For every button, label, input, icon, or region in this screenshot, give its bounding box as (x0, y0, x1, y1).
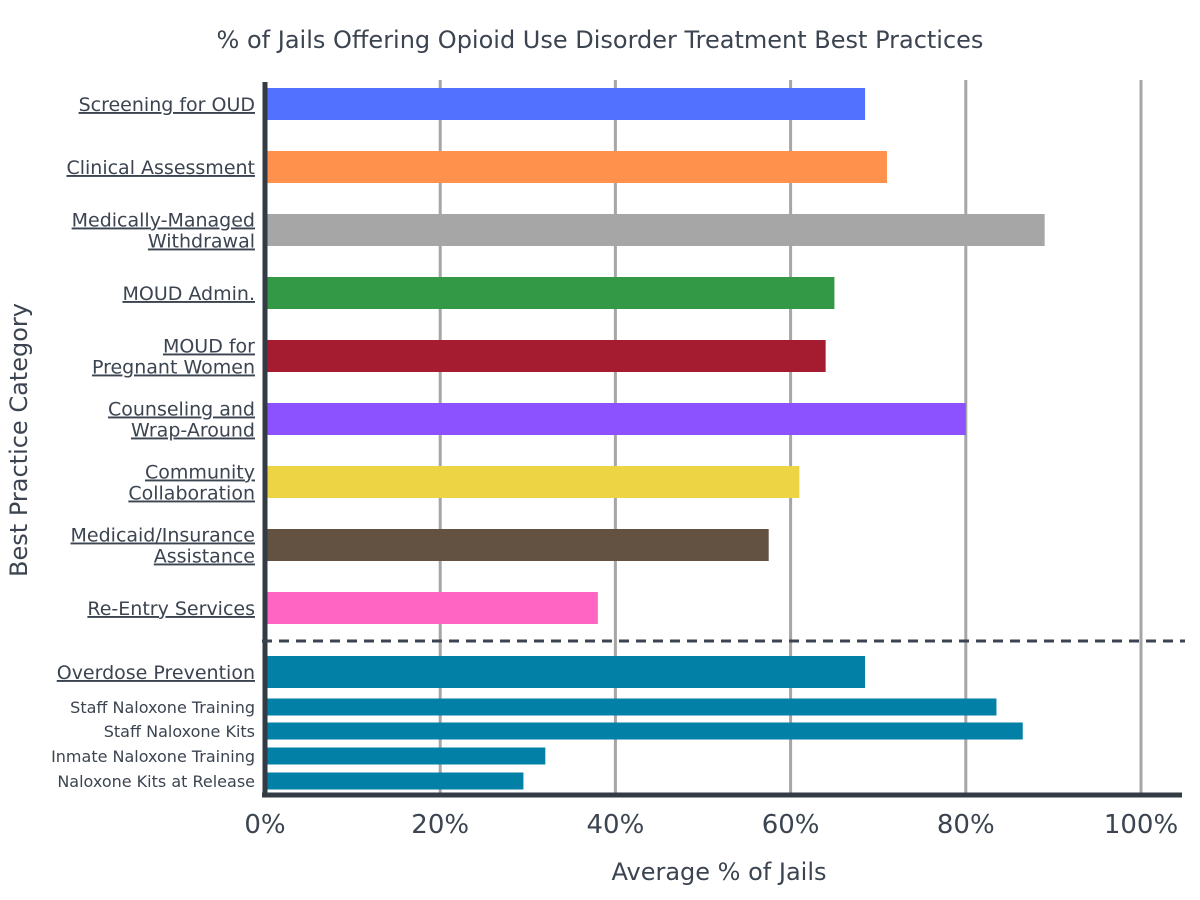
bars (265, 88, 1045, 790)
category-label: Assistance (154, 546, 255, 568)
bar (265, 277, 835, 309)
bar (265, 466, 800, 498)
bar (265, 340, 826, 372)
x-tick-labels: 0% 20% 40% 60% 80% 100% (244, 810, 1178, 840)
category-label: Counseling and (108, 399, 255, 421)
bar (265, 656, 866, 688)
category-label: Re-Entry Services (87, 598, 255, 620)
category-label: Pregnant Women (92, 357, 255, 379)
category-label: Staff Naloxone Kits (104, 722, 255, 741)
category-label: Overdose Prevention (57, 662, 255, 684)
category-label: Wrap-Around (131, 420, 255, 442)
category-label: Medicaid/Insurance (71, 525, 255, 547)
x-tick-label: 0% (244, 810, 285, 840)
x-tick-label: 80% (937, 810, 995, 840)
category-labels: Screening for OUD Clinical Assessment Medi… (51, 94, 255, 791)
bar (265, 214, 1045, 246)
bar (265, 722, 1023, 740)
category-label: Naloxone Kits at Release (57, 772, 255, 791)
bar (265, 592, 598, 624)
bar (265, 403, 966, 435)
bar (265, 772, 524, 790)
bar (265, 151, 887, 183)
category-label: Screening for OUD (79, 94, 255, 116)
bar (265, 529, 769, 561)
bar (265, 747, 546, 765)
category-label: Collaboration (128, 483, 255, 505)
x-tick-label: 40% (587, 810, 645, 840)
x-tick-label: 60% (762, 810, 820, 840)
x-axis-title: Average % of Jails (611, 858, 826, 886)
x-tick-label: 100% (1104, 810, 1178, 840)
bar (265, 698, 997, 716)
category-label: Inmate Naloxone Training (51, 747, 255, 766)
category-label: MOUD Admin. (122, 283, 255, 305)
category-label: Clinical Assessment (66, 157, 255, 179)
category-label: Community (145, 462, 255, 484)
category-label: Medically-Managed (72, 210, 255, 232)
y-axis-title: Best Practice Category (5, 303, 33, 577)
bar (265, 88, 866, 120)
x-tick-label: 20% (411, 810, 469, 840)
category-label: Staff Naloxone Training (70, 698, 255, 717)
chart-title: % of Jails Offering Opioid Use Disorder … (217, 26, 984, 54)
category-label: Withdrawal (148, 231, 255, 253)
category-label: MOUD for (163, 336, 255, 358)
